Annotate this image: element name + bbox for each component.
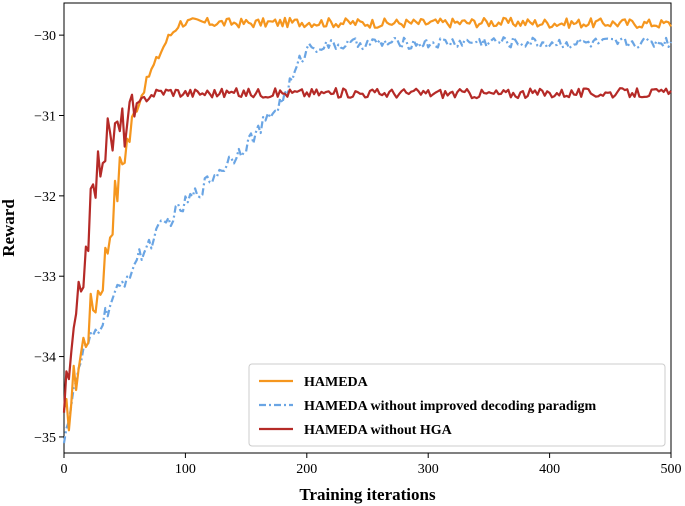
y-tick-label: −30 bbox=[34, 29, 56, 44]
series-line-2 bbox=[62, 87, 672, 413]
legend-box bbox=[248, 363, 666, 447]
series-line-1 bbox=[62, 35, 672, 444]
series-line-0 bbox=[62, 16, 672, 432]
x-tick-label: 300 bbox=[418, 462, 439, 477]
y-tick-label: −32 bbox=[34, 190, 56, 205]
plot-frame bbox=[63, 2, 672, 454]
y-tick-label: −34 bbox=[34, 351, 56, 366]
legend-label-0: HAMEDA bbox=[304, 375, 369, 390]
legend-label-2: HAMEDA without HGA bbox=[304, 423, 453, 438]
legend-label-1: HAMEDA without improved decoding paradig… bbox=[304, 399, 597, 414]
series-layer bbox=[62, 16, 672, 444]
x-tick-label: 100 bbox=[175, 462, 196, 477]
legend: HAMEDA HAMEDA without improved decoding p… bbox=[248, 363, 666, 447]
x-tick-label: 500 bbox=[661, 462, 682, 477]
y-tick-label: −31 bbox=[34, 110, 56, 125]
x-tick-label: 400 bbox=[539, 462, 560, 477]
y-tick-label: −33 bbox=[34, 270, 56, 285]
y-axis-label: Reward bbox=[0, 199, 18, 257]
ticks-layer: 0 100 200 300 400 500 −35 −34 −33 −32 −31 −30 bbox=[34, 29, 681, 477]
x-tick-label: 200 bbox=[296, 462, 317, 477]
x-tick-label: 0 bbox=[61, 462, 68, 477]
x-axis-label: Training iterations bbox=[299, 485, 436, 504]
y-tick-label: −35 bbox=[34, 431, 56, 446]
